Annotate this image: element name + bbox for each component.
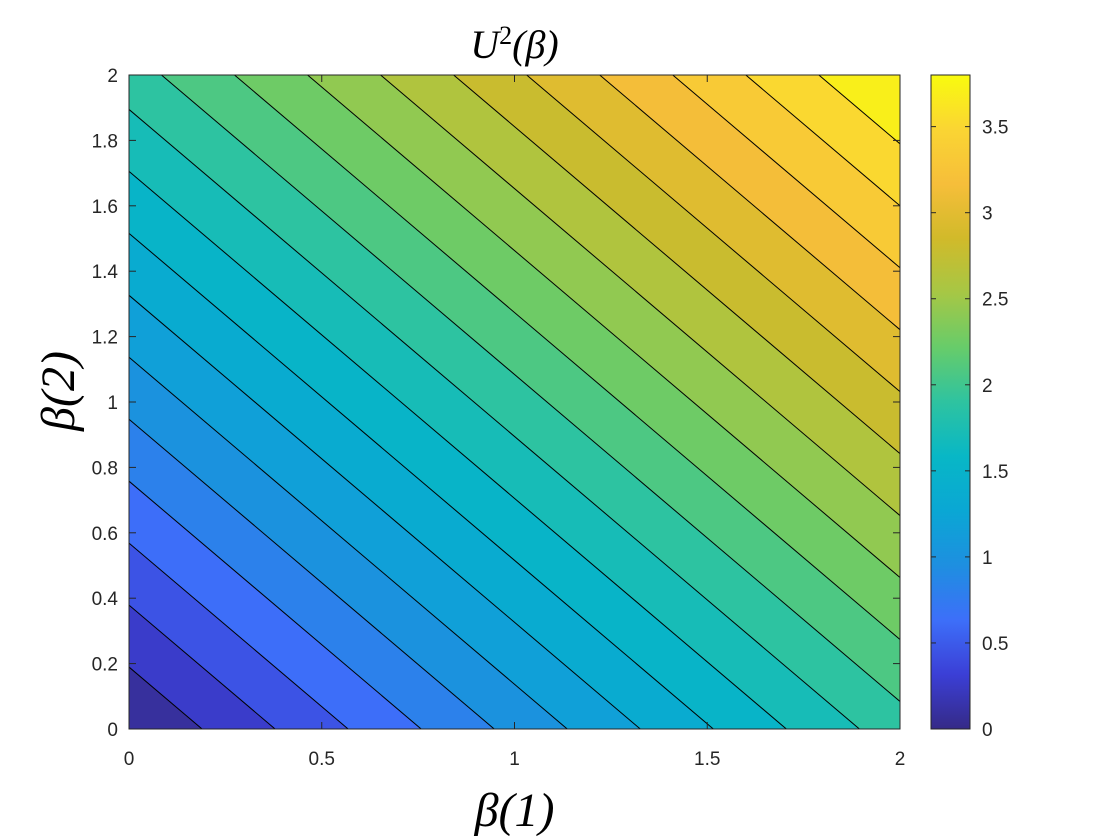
contour-line — [129, 356, 568, 729]
x-axis-label: β(1) — [474, 784, 555, 837]
contour-line — [307, 75, 900, 578]
y-tick-label: 2 — [107, 66, 118, 87]
colorbar-tick-label: 1 — [982, 548, 993, 569]
y-tick-label: 1.4 — [92, 262, 119, 283]
colorbar-tick-label: 2 — [982, 376, 993, 397]
contour-line — [234, 75, 900, 640]
title-sup: 2 — [499, 21, 512, 50]
contour-line — [672, 75, 900, 269]
x-tick-label: 0.5 — [309, 749, 335, 770]
contour-bands — [129, 75, 900, 729]
colorbar-tick-label: 0.5 — [982, 634, 1008, 655]
colorbar-tick-label: 3.5 — [982, 118, 1008, 139]
plot-area — [128, 74, 901, 730]
contour-line — [129, 232, 714, 729]
title-rest: (β) — [512, 22, 559, 67]
contour-line — [599, 75, 900, 331]
contour-line — [745, 75, 900, 207]
title-base: U — [470, 22, 502, 67]
y-tick-label: 1.2 — [92, 328, 118, 349]
y-tick-label: 1.6 — [92, 197, 118, 218]
contour-line — [453, 75, 900, 455]
contour-lines — [129, 75, 900, 729]
contour-line — [129, 109, 860, 729]
contour-band — [129, 75, 900, 729]
y-axis-label: β(2) — [32, 351, 85, 432]
contour-line — [129, 170, 787, 729]
colorbar-tick-label: 1.5 — [982, 462, 1008, 483]
colorbar-gradient — [931, 75, 970, 729]
colorbar-frame — [930, 74, 971, 730]
contour-line — [818, 75, 900, 145]
y-tick-label: 0 — [107, 720, 118, 741]
y-axis: 0 0.2 0.4 0.6 0.8 1 1.2 1.4 1.6 1.8 2 — [92, 66, 900, 741]
contour-line — [380, 75, 900, 516]
y-tick-label: 0.4 — [92, 589, 119, 610]
contour-line — [129, 604, 276, 729]
y-tick-label: 0.2 — [92, 655, 118, 676]
x-tick-label: 0 — [124, 749, 135, 770]
contour-line — [129, 294, 641, 729]
contour-line — [526, 75, 900, 393]
y-tick-label: 1 — [107, 393, 118, 414]
colorbar-tick-label: 3 — [982, 204, 993, 225]
colorbar-ticks: 0 0.5 1 1.5 2 2.5 3 3.5 — [931, 118, 1008, 741]
colorbar-tick-label: 0 — [982, 720, 993, 741]
x-axis: 0 0.5 1 1.5 2 — [124, 75, 906, 770]
colorbar-tick-label: 2.5 — [982, 290, 1008, 311]
contour-line — [161, 75, 900, 702]
chart-title: U2(β) — [470, 21, 558, 68]
contour-line — [129, 542, 349, 729]
colorbar: 0 0.5 1 1.5 2 2.5 3 3.5 — [930, 74, 1008, 741]
contour-line — [129, 480, 422, 729]
contour-line — [129, 418, 495, 729]
contour-line — [129, 666, 203, 729]
x-tick-label: 2 — [895, 749, 906, 770]
y-tick-label: 0.8 — [92, 458, 118, 479]
x-tick-label: 1 — [509, 749, 520, 770]
x-tick-label: 1.5 — [694, 749, 720, 770]
y-tick-label: 1.8 — [92, 131, 118, 152]
y-tick-label: 0.6 — [92, 524, 118, 545]
